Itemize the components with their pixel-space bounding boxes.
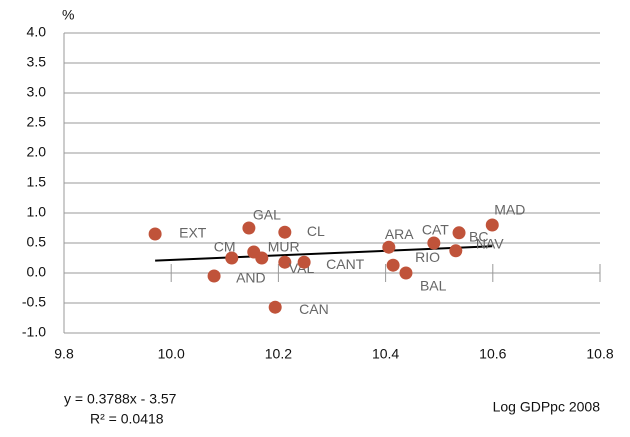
- point-label: EXT: [179, 225, 207, 241]
- trend-line: [155, 245, 493, 262]
- point: [452, 226, 466, 240]
- point-label: CL: [307, 223, 325, 239]
- point-label: AND: [236, 270, 266, 286]
- point: [225, 251, 239, 265]
- point-label: CAN: [299, 301, 329, 317]
- point: [386, 258, 400, 272]
- point-label: RIO: [415, 249, 440, 265]
- y-tick-label: 0.0: [27, 264, 47, 280]
- point-label: BAL: [420, 278, 447, 294]
- trend-r-squared: R² = 0.0418: [90, 411, 164, 427]
- point: [297, 255, 311, 269]
- y-tick-label: 3.0: [27, 84, 47, 100]
- y-tick-label: 1.0: [27, 204, 47, 220]
- point: [278, 225, 292, 239]
- point: [242, 221, 256, 235]
- point: [255, 251, 269, 265]
- x-tick-label: 10.8: [586, 346, 613, 362]
- point: [382, 240, 396, 254]
- point: [268, 300, 282, 314]
- point: [485, 218, 499, 232]
- x-tick-label: 9.8: [54, 346, 74, 362]
- point-label: MAD: [494, 202, 525, 218]
- x-tick-label: 10.4: [372, 346, 399, 362]
- point: [399, 266, 413, 280]
- point-label: NAV: [476, 236, 504, 252]
- y-axis-label: %: [62, 7, 74, 23]
- y-tick-label: -1.0: [22, 324, 46, 340]
- point-label: MUR: [268, 239, 300, 255]
- point: [207, 269, 221, 283]
- point: [449, 244, 463, 258]
- point-label: ARA: [385, 226, 414, 242]
- y-tick-label: 3.5: [27, 54, 47, 70]
- y-tick-label: 0.5: [27, 234, 47, 250]
- y-tick-label: -0.5: [22, 294, 46, 310]
- point: [427, 236, 441, 250]
- y-tick-label: 1.5: [27, 174, 47, 190]
- point-label: CM: [214, 239, 236, 255]
- point: [148, 227, 162, 241]
- point: [278, 255, 292, 269]
- point-label: GAL: [253, 207, 281, 223]
- y-tick-label: 2.0: [27, 144, 47, 160]
- x-tick-label: 10.2: [265, 346, 292, 362]
- x-tick-label: 10.6: [479, 346, 506, 362]
- point-label: CAT: [422, 222, 449, 238]
- x-axis-label: Log GDPpc 2008: [493, 399, 601, 415]
- y-tick-label: 4.0: [27, 24, 47, 40]
- point-label: BC: [469, 229, 488, 245]
- x-tick-label: 10.0: [158, 346, 185, 362]
- y-tick-label: 2.5: [27, 114, 47, 130]
- trend-equation: y = 0.3788x - 3.57: [64, 391, 177, 407]
- point-label: CANT: [326, 256, 365, 272]
